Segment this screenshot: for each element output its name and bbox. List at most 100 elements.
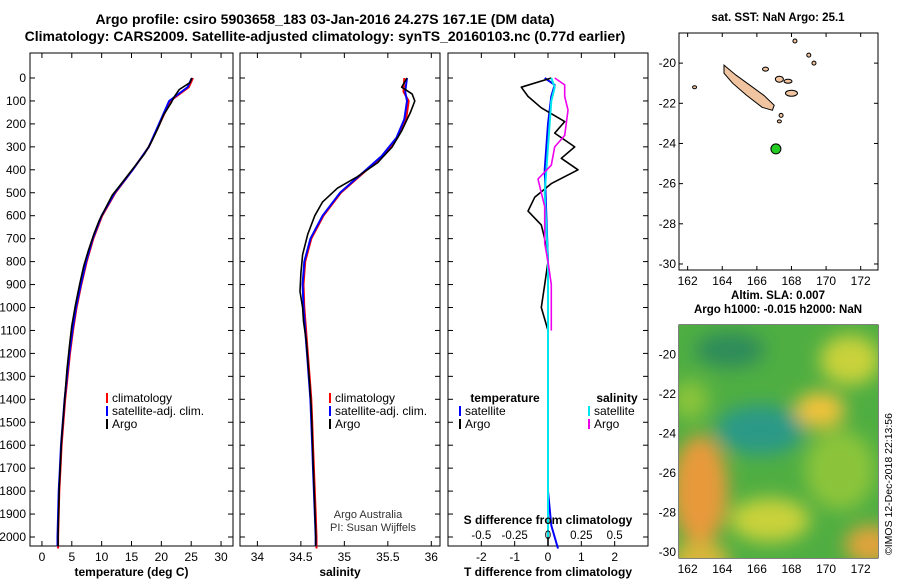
- x-tick-label: 34.5: [289, 550, 313, 564]
- island-grande-terre: [723, 64, 775, 111]
- legend-label: Argo: [465, 417, 491, 431]
- islet: [776, 119, 782, 124]
- y-tick-label: 400: [6, 163, 26, 177]
- x-tick-label: 20: [155, 550, 169, 564]
- salinity-profile-frame: [239, 52, 441, 547]
- islet: [774, 75, 784, 83]
- y-tick-label: 1000: [0, 301, 26, 315]
- sla-map-title-line1: Altim. SLA: 0.007: [731, 290, 825, 302]
- legend-label: satellite-adj. clim.: [335, 404, 427, 418]
- x-tick-label-top: -0.5: [471, 530, 491, 542]
- map-y-tick-label: -24: [659, 136, 677, 150]
- x-tick-label: 5: [68, 550, 75, 564]
- map-frame: [678, 32, 879, 271]
- legend-label: Argo: [112, 417, 138, 431]
- sla-field: [679, 325, 878, 558]
- map-x-tick-label: 172: [851, 274, 871, 288]
- y-tick-label: 1200: [0, 346, 26, 360]
- y-tick-label: 1300: [0, 369, 26, 383]
- map-y-tick-label: -28: [659, 506, 677, 520]
- islet: [811, 60, 817, 66]
- map-x-tick-label: 170: [816, 274, 836, 288]
- map-x-tick-label: 168: [781, 562, 801, 576]
- legend-title-salinity: salinity: [596, 391, 638, 405]
- map-y-tick-label: -20: [659, 56, 677, 70]
- islet: [762, 66, 770, 72]
- x-axis-label-top: S difference from climatology: [464, 513, 633, 527]
- map-y-tick-label: -30: [659, 257, 677, 271]
- legend-label: climatology: [335, 391, 395, 405]
- islet: [783, 78, 793, 84]
- map-y-tick-label: -20: [659, 348, 677, 362]
- series-line-s-argo: [537, 77, 569, 331]
- legend-label: Argo: [594, 417, 620, 431]
- y-tick-label: 900: [6, 278, 26, 292]
- series-line-s-satellite: [543, 77, 556, 537]
- temperature-profile-panel: 0 5 10 15 20 25 300100200300400500600700800900…: [0, 52, 234, 579]
- credit-line1: Argo Australia: [334, 509, 403, 521]
- map-y-tick-label: -24: [659, 427, 677, 441]
- series-line-argo: [299, 77, 416, 547]
- sst-map-title: sat. SST: NaN Argo: 25.1: [711, 12, 845, 24]
- legend-label: satellite: [594, 404, 635, 418]
- legend-label: satellite-adj. clim.: [112, 404, 204, 418]
- x-tick-label: 34: [251, 550, 265, 564]
- y-tick-label: 1800: [0, 484, 26, 498]
- y-tick-label: 0: [19, 71, 26, 85]
- legend-label: climatology: [112, 391, 172, 405]
- x-tick-label-top: 0: [545, 530, 551, 542]
- y-tick-label: 1600: [0, 438, 26, 452]
- y-tick-label: 300: [6, 140, 26, 154]
- islet: [784, 89, 798, 97]
- legend-title-temperature: temperature: [470, 391, 540, 405]
- figure-title-line1: Argo profile: csiro 5903658_183 03-Jan-2…: [95, 11, 555, 27]
- map-x-tick-label: 164: [712, 562, 732, 576]
- islet: [806, 52, 812, 58]
- salinity-profile-panel: 34 34.5 35 35.5 36 salinity climatologysatelli…: [239, 52, 441, 579]
- series-line-argo: [57, 77, 193, 547]
- sst-location-map-panel: 162 164 166 168 170 172 -20 -22 -24 -26 -28 -30: [659, 32, 879, 288]
- x-tick-label-top: -0.25: [502, 530, 528, 542]
- credit-line2: PI: Susan Wijffels: [330, 522, 416, 534]
- legend-label: Argo: [335, 417, 361, 431]
- x-tick-label: 0: [39, 550, 46, 564]
- legend-label: satellite: [465, 404, 506, 418]
- islet: [792, 38, 798, 44]
- x-axis-label: salinity: [319, 565, 361, 579]
- y-tick-label: 1700: [0, 461, 26, 475]
- y-tick-label: 100: [6, 94, 26, 108]
- y-tick-label: 200: [6, 117, 26, 131]
- y-tick-label: 2000: [0, 530, 26, 544]
- x-tick-label: 30: [214, 550, 228, 564]
- x-axis-label: temperature (deg C): [74, 565, 188, 579]
- map-y-tick-label: -30: [659, 545, 677, 559]
- x-tick-label: -2: [476, 550, 487, 564]
- map-x-tick-label: 166: [747, 562, 767, 576]
- sla-map-title-line2: Argo h1000: -0.015 h2000: NaN: [693, 304, 863, 316]
- y-tick-label: 800: [6, 255, 26, 269]
- map-y-tick-label: -26: [659, 466, 677, 480]
- islet: [778, 112, 784, 118]
- map-x-tick-label: 168: [781, 274, 801, 288]
- map-x-tick-label: 162: [678, 562, 698, 576]
- difference-profile-panel: -2 -1 0 1 2T difference from climatology S di…: [447, 52, 649, 579]
- x-tick-label: 35.5: [376, 550, 400, 564]
- x-tick-label-top: 0.5: [607, 530, 623, 542]
- map-y-tick-label: -22: [659, 387, 677, 401]
- x-tick-label: 36: [425, 550, 439, 564]
- x-tick-label: -1: [509, 550, 520, 564]
- x-tick-label: 10: [95, 550, 109, 564]
- y-tick-label: 1500: [0, 415, 26, 429]
- y-tick-label: 1100: [0, 323, 26, 337]
- map-y-tick-label: -28: [659, 217, 677, 231]
- y-tick-label: 700: [6, 232, 26, 246]
- islet: [692, 85, 698, 90]
- x-tick-label: 2: [611, 550, 618, 564]
- map-y-tick-label: -22: [659, 96, 677, 110]
- x-tick-label: 0: [545, 550, 552, 564]
- map-x-tick-label: 172: [851, 562, 871, 576]
- x-axis-label: T difference from climatology: [464, 565, 632, 579]
- map-y-tick-label: -26: [659, 177, 677, 191]
- x-tick-label: 15: [125, 550, 139, 564]
